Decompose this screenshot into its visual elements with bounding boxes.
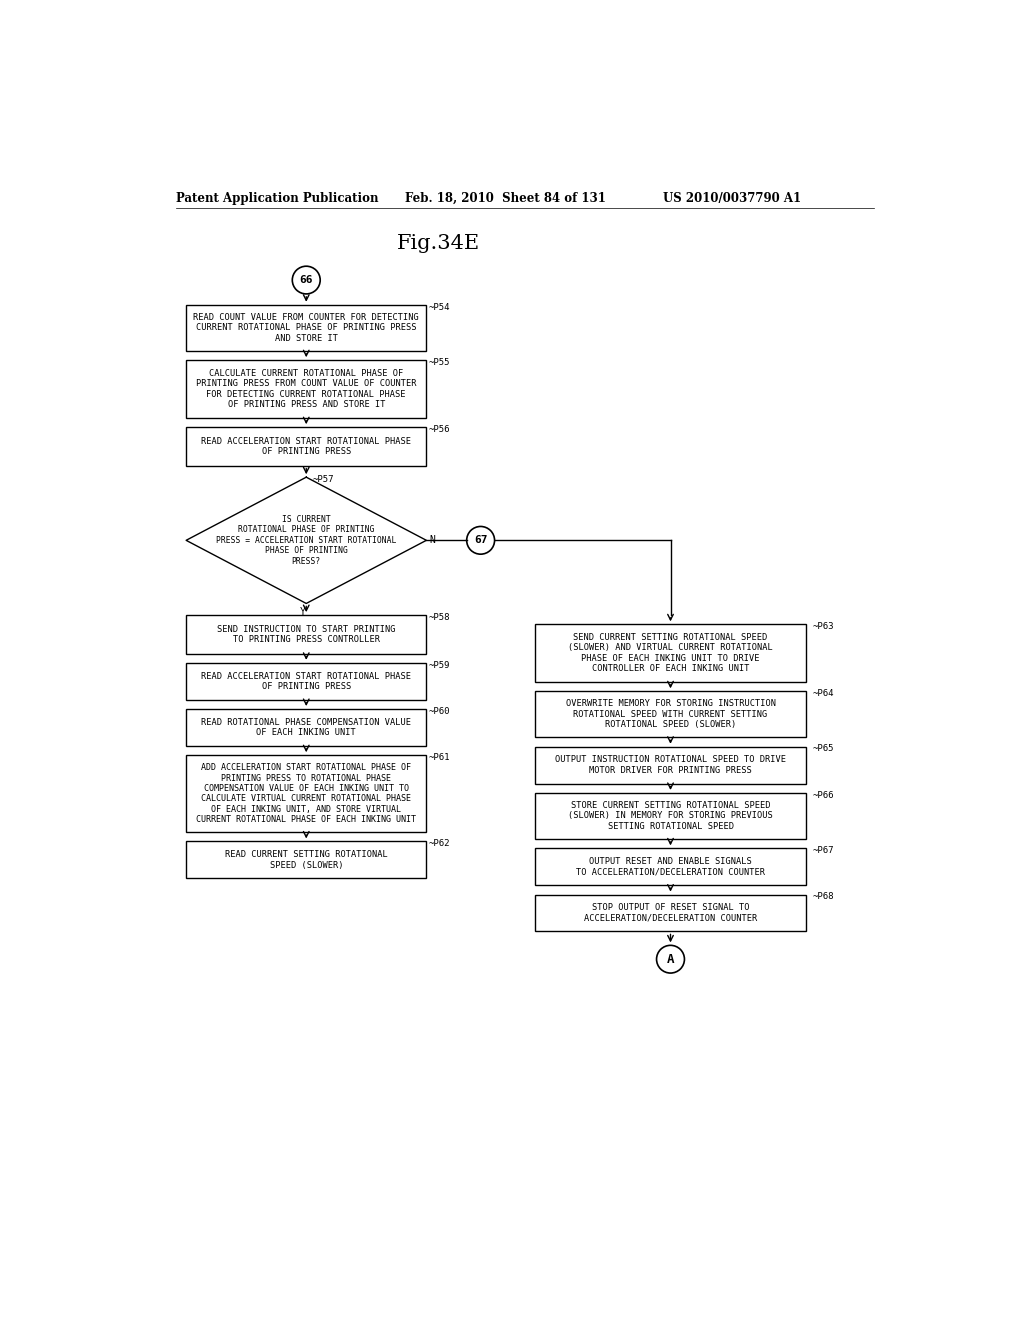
Text: ~P55: ~P55 — [429, 358, 451, 367]
Text: READ CURRENT SETTING ROTATIONAL
SPEED (SLOWER): READ CURRENT SETTING ROTATIONAL SPEED (S… — [225, 850, 388, 870]
Text: ADD ACCELERATION START ROTATIONAL PHASE OF
PRINTING PRESS TO ROTATIONAL PHASE
CO: ADD ACCELERATION START ROTATIONAL PHASE … — [197, 763, 416, 824]
Bar — [186, 428, 426, 466]
Text: ~P64: ~P64 — [812, 689, 834, 698]
Bar — [186, 615, 426, 653]
Text: ~P68: ~P68 — [812, 892, 834, 902]
Text: ~P57: ~P57 — [312, 475, 334, 484]
Bar — [535, 692, 806, 738]
Text: ~P58: ~P58 — [429, 612, 451, 622]
Text: ~P63: ~P63 — [812, 622, 834, 631]
Text: READ ACCELERATION START ROTATIONAL PHASE
OF PRINTING PRESS: READ ACCELERATION START ROTATIONAL PHASE… — [202, 672, 412, 690]
Text: READ ROTATIONAL PHASE COMPENSATION VALUE
OF EACH INKING UNIT: READ ROTATIONAL PHASE COMPENSATION VALUE… — [202, 718, 412, 737]
Text: A: A — [667, 953, 674, 966]
Text: ~P66: ~P66 — [812, 791, 834, 800]
Text: OUTPUT RESET AND ENABLE SIGNALS
TO ACCELERATION/DECELERATION COUNTER: OUTPUT RESET AND ENABLE SIGNALS TO ACCEL… — [575, 857, 765, 876]
Bar — [535, 849, 806, 886]
Text: 66: 66 — [299, 275, 313, 285]
Text: 67: 67 — [474, 536, 487, 545]
Text: Patent Application Publication: Patent Application Publication — [176, 191, 379, 205]
Text: SEND CURRENT SETTING ROTATIONAL SPEED
(SLOWER) AND VIRTUAL CURRENT ROTATIONAL
PH: SEND CURRENT SETTING ROTATIONAL SPEED (S… — [568, 634, 773, 673]
Circle shape — [467, 527, 495, 554]
Text: STOP OUTPUT OF RESET SIGNAL TO
ACCELERATION/DECELERATION COUNTER: STOP OUTPUT OF RESET SIGNAL TO ACCELERAT… — [584, 903, 757, 923]
Text: ~P56: ~P56 — [429, 425, 451, 434]
Text: Feb. 18, 2010  Sheet 84 of 131: Feb. 18, 2010 Sheet 84 of 131 — [406, 191, 606, 205]
Text: ~P54: ~P54 — [429, 302, 451, 312]
Text: N: N — [429, 536, 435, 545]
Text: ~P60: ~P60 — [429, 706, 451, 715]
Bar — [186, 841, 426, 878]
Bar — [186, 305, 426, 351]
Bar — [535, 895, 806, 932]
Bar — [535, 747, 806, 784]
Bar — [186, 663, 426, 700]
Text: ~P67: ~P67 — [812, 846, 834, 855]
Text: OVERWRITE MEMORY FOR STORING INSTRUCTION
ROTATIONAL SPEED WITH CURRENT SETTING
R: OVERWRITE MEMORY FOR STORING INSTRUCTION… — [565, 700, 775, 729]
Text: ~P62: ~P62 — [429, 840, 451, 849]
Text: US 2010/0037790 A1: US 2010/0037790 A1 — [663, 191, 801, 205]
Text: OUTPUT INSTRUCTION ROTATIONAL SPEED TO DRIVE
MOTOR DRIVER FOR PRINTING PRESS: OUTPUT INSTRUCTION ROTATIONAL SPEED TO D… — [555, 755, 786, 775]
Text: READ ACCELERATION START ROTATIONAL PHASE
OF PRINTING PRESS: READ ACCELERATION START ROTATIONAL PHASE… — [202, 437, 412, 457]
Text: ~P61: ~P61 — [429, 752, 451, 762]
Text: Fig.34E: Fig.34E — [396, 234, 479, 252]
Bar — [535, 624, 806, 682]
Circle shape — [292, 267, 321, 294]
Text: STORE CURRENT SETTING ROTATIONAL SPEED
(SLOWER) IN MEMORY FOR STORING PREVIOUS
S: STORE CURRENT SETTING ROTATIONAL SPEED (… — [568, 801, 773, 830]
Text: READ COUNT VALUE FROM COUNTER FOR DETECTING
CURRENT ROTATIONAL PHASE OF PRINTING: READ COUNT VALUE FROM COUNTER FOR DETECT… — [194, 313, 419, 343]
Bar — [535, 793, 806, 840]
Text: ~P65: ~P65 — [812, 744, 834, 754]
Bar — [186, 709, 426, 746]
Bar — [186, 360, 426, 418]
Bar — [186, 755, 426, 832]
Circle shape — [656, 945, 684, 973]
Text: IS CURRENT
ROTATIONAL PHASE OF PRINTING
PRESS = ACCELERATION START ROTATIONAL
PH: IS CURRENT ROTATIONAL PHASE OF PRINTING … — [216, 515, 396, 566]
Text: CALCULATE CURRENT ROTATIONAL PHASE OF
PRINTING PRESS FROM COUNT VALUE OF COUNTER: CALCULATE CURRENT ROTATIONAL PHASE OF PR… — [196, 368, 417, 409]
Text: Y: Y — [299, 607, 305, 618]
Text: SEND INSTRUCTION TO START PRINTING
TO PRINTING PRESS CONTROLLER: SEND INSTRUCTION TO START PRINTING TO PR… — [217, 624, 395, 644]
Text: ~P59: ~P59 — [429, 660, 451, 669]
